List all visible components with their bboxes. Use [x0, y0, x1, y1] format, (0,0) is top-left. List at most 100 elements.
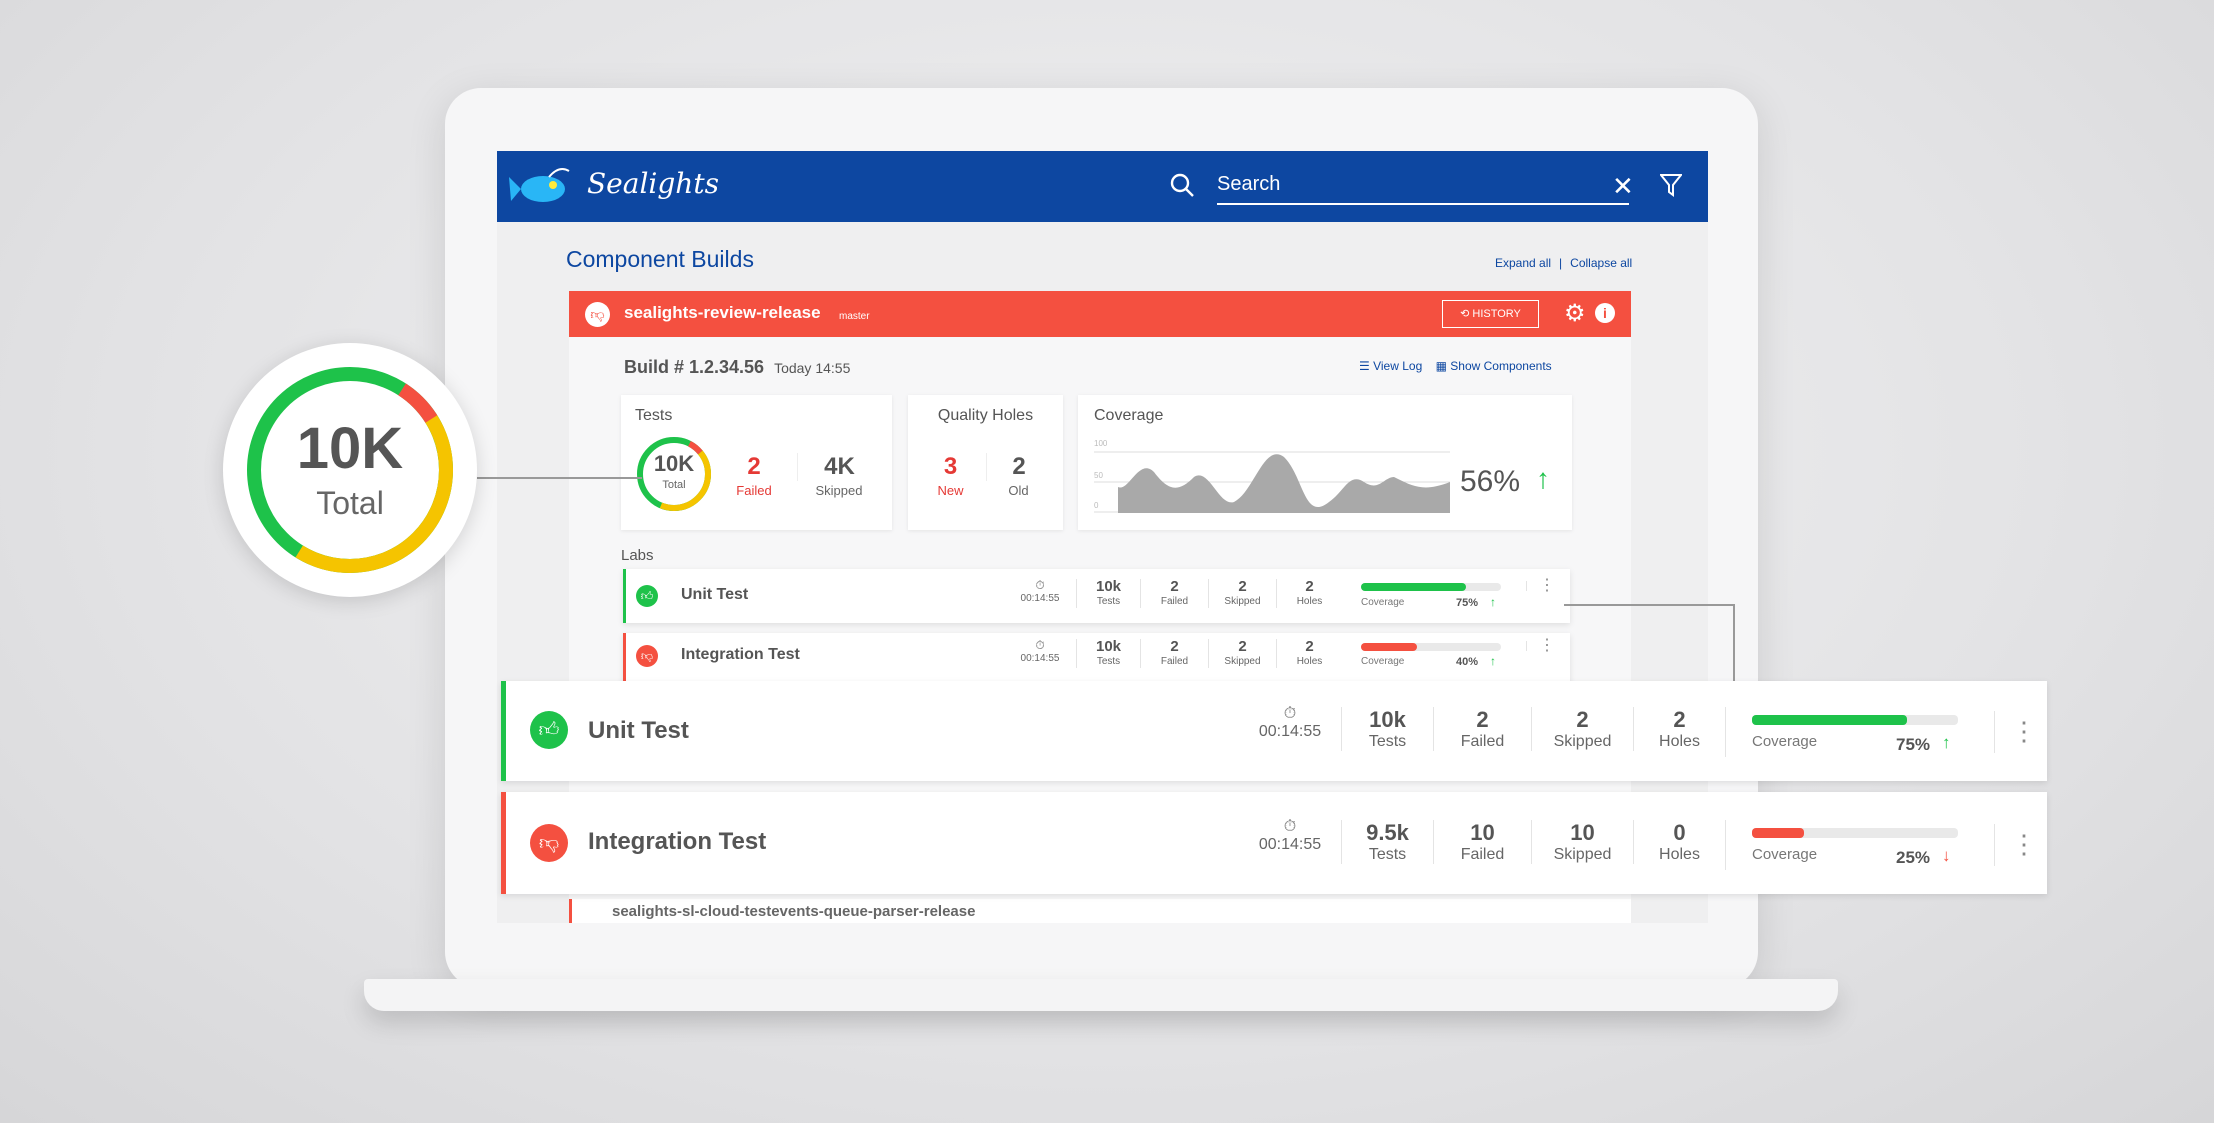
- clear-search-icon[interactable]: ✕: [1612, 171, 1634, 201]
- tests: 10k Tests: [1076, 579, 1140, 608]
- axis-tick: 0: [1094, 501, 1099, 510]
- history-button[interactable]: ⟲ HISTORY: [1442, 300, 1539, 328]
- skipped-label: Skipped: [1553, 733, 1612, 750]
- build-number: Build # 1.2.34.56 Today 14:55: [624, 357, 850, 378]
- thumbs-up-icon: 👍︎: [530, 711, 568, 749]
- skipped-label: Skipped: [1224, 656, 1261, 667]
- more-options-icon[interactable]: ⋮: [1994, 824, 2037, 866]
- search-icon[interactable]: [1169, 172, 1195, 198]
- holes: 2 Holes: [1633, 707, 1725, 751]
- duration: ⏱ 00:14:55: [1009, 639, 1071, 665]
- lab-name: Integration Test: [681, 646, 800, 663]
- settings-gear-icon[interactable]: ⚙: [1564, 300, 1586, 327]
- build-name: sealights-review-release: [624, 303, 821, 322]
- tests-value: 10k: [1095, 578, 1122, 595]
- coverage-value: 75%: [1456, 597, 1479, 609]
- duration: ⏱ 00:14:55: [1243, 818, 1337, 854]
- lab-row[interactable]: 👍︎ Unit Test ⏱ 00:14:55 10k Tests 2 Failed …: [623, 569, 1570, 623]
- view-log-link[interactable]: View Log: [1373, 359, 1423, 373]
- expand-all-link[interactable]: Expand all: [1495, 256, 1552, 270]
- lab-name: Integration Test: [588, 828, 767, 855]
- more-options-icon[interactable]: ⋮: [1526, 578, 1555, 594]
- failed-value: 2: [1170, 578, 1179, 595]
- build-number-text: Build # 1.2.34.56: [624, 357, 765, 377]
- duration-value: 00:14:55: [1020, 593, 1060, 604]
- skipped-value: 2: [1238, 638, 1247, 655]
- failed-label: Failed: [1460, 733, 1505, 750]
- stopwatch-icon: ⏱: [1035, 638, 1045, 652]
- collapse-all-link[interactable]: Collapse all: [1570, 256, 1633, 270]
- holes: 2 Holes: [1276, 579, 1342, 608]
- skipped: 2 Skipped: [1208, 579, 1276, 608]
- coverage-label: Coverage: [1361, 597, 1405, 608]
- failed-value: 10: [1470, 820, 1495, 845]
- trend-up-icon: ↑: [1490, 595, 1496, 609]
- expand-collapse-links: Expand all | Collapse all: [1495, 256, 1633, 270]
- trend-up-icon: ↑: [1490, 654, 1496, 668]
- partial-build-row[interactable]: sealights-sl-cloud-testevents-queue-pars…: [569, 899, 1631, 923]
- holes-old: 2: [986, 453, 1051, 481]
- coverage-label: Coverage: [1752, 846, 1818, 863]
- zoomed-lab-row[interactable]: 👍︎ Unit Test ⏱ 00:14:55 10k Tests 2 Failed …: [501, 681, 2047, 781]
- skipped-label: Skipped: [1224, 596, 1261, 607]
- thumbs-down-icon: 👎︎: [585, 302, 610, 327]
- tests-skipped: 4K: [797, 453, 881, 481]
- show-components-link[interactable]: Show Components: [1450, 359, 1552, 373]
- lab-row[interactable]: 👎︎ Integration Test ⏱ 00:14:55 10k Tests 2…: [623, 633, 1570, 687]
- search-input[interactable]: Search: [1217, 167, 1629, 205]
- stopwatch-icon: ⏱: [1283, 818, 1297, 835]
- failed: 2 Failed: [1140, 579, 1208, 608]
- skipped-value: 10: [1570, 820, 1595, 845]
- build-header-bar[interactable]: 👎︎ sealights-review-release master ⟲ HIS…: [569, 291, 1631, 337]
- tests-label: Tests: [635, 407, 673, 424]
- more-options-icon[interactable]: ⋮: [1994, 711, 2037, 753]
- tests-label: Tests: [1096, 656, 1121, 667]
- coverage-value: 56%: [1460, 465, 1521, 498]
- axis-tick: 100: [1094, 439, 1108, 448]
- stopwatch-icon: ⏱: [1035, 578, 1045, 592]
- branch-label: master: [839, 311, 870, 322]
- coverage-card: Coverage 100 50 0 56% ↑: [1078, 395, 1572, 530]
- skipped-value: 2: [1238, 578, 1247, 595]
- tests-donut-chart: [637, 437, 711, 511]
- zoomed-lab-row[interactable]: 👎︎ Integration Test ⏱ 00:14:55 9.5k Tests …: [501, 792, 2047, 894]
- history-label: HISTORY: [1472, 308, 1521, 320]
- filter-icon[interactable]: [1660, 173, 1682, 197]
- quality-holes-label: Quality Holes: [937, 407, 1034, 424]
- tests-failed: 2: [747, 453, 761, 480]
- failed: 2 Failed: [1433, 707, 1531, 751]
- trend-down-icon: ↓: [1942, 846, 1951, 865]
- duration-value: 00:14:55: [1258, 836, 1322, 853]
- holes: 0 Holes: [1633, 820, 1725, 864]
- coverage-value: 40%: [1456, 656, 1479, 668]
- coverage-bar: [1361, 643, 1501, 651]
- coverage-area-chart: [1094, 451, 1450, 513]
- thumbs-up-icon: 👍︎: [636, 585, 658, 607]
- holes-new: 3: [943, 453, 958, 480]
- logo-text: Sealights: [587, 167, 719, 200]
- coverage-value: 25%: [1896, 848, 1931, 867]
- callout-connector-left: [477, 477, 642, 479]
- sealights-fish-logo-icon: [509, 168, 570, 202]
- quality-holes-card: Quality Holes 3 New 2 Old: [908, 395, 1063, 530]
- tests-value: 10k: [1369, 707, 1406, 732]
- info-icon[interactable]: i: [1595, 303, 1615, 323]
- top-header: Sealights Search ✕: [497, 151, 1708, 222]
- holes-value: 2: [1305, 638, 1314, 655]
- holes-label: Holes: [1659, 846, 1700, 863]
- more-options-icon[interactable]: ⋮: [1526, 638, 1555, 654]
- tests-value: 10k: [1095, 638, 1122, 655]
- holes-value: 2: [1305, 578, 1314, 595]
- thumbs-down-icon: 👎︎: [636, 645, 658, 667]
- skipped: 2 Skipped: [1208, 639, 1276, 668]
- holes-value: 2: [1673, 707, 1686, 732]
- duration: ⏱ 00:14:55: [1009, 579, 1071, 605]
- coverage-label: Coverage: [1752, 733, 1818, 750]
- laptop-base: [364, 979, 1838, 1011]
- tests-label: Tests: [1368, 846, 1407, 863]
- failed-label: Failed: [1460, 846, 1505, 863]
- skipped-label: Skipped: [1553, 846, 1612, 863]
- coverage-bar: [1361, 583, 1501, 591]
- lab-name: Unit Test: [588, 717, 689, 744]
- tests-skipped-label: Skipped: [815, 483, 863, 498]
